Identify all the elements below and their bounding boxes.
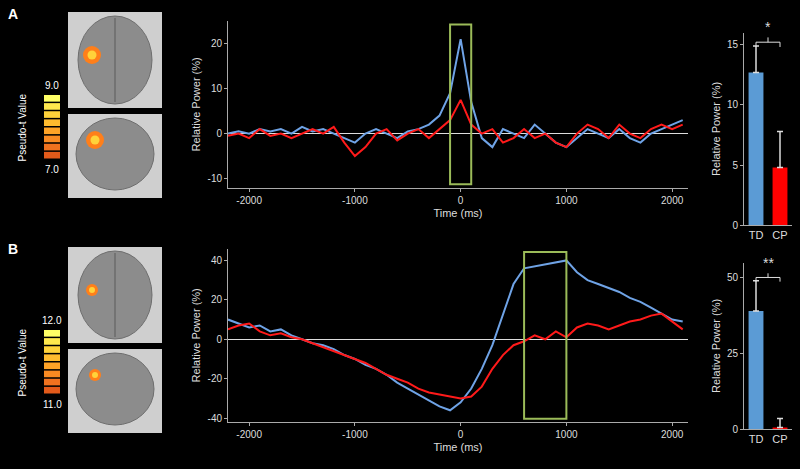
svg-text:TD: TD xyxy=(749,229,764,241)
svg-text:-10: -10 xyxy=(208,173,223,184)
svg-text:-1000: -1000 xyxy=(342,429,368,440)
svg-text:*: * xyxy=(765,19,771,35)
svg-text:-1000: -1000 xyxy=(342,195,368,206)
svg-text:40: 40 xyxy=(211,255,223,266)
svg-text:1000: 1000 xyxy=(555,429,578,440)
svg-text:A: A xyxy=(8,6,18,22)
svg-text:1000: 1000 xyxy=(555,195,578,206)
svg-text:0: 0 xyxy=(458,195,464,206)
svg-text:0: 0 xyxy=(216,128,222,139)
svg-text:0: 0 xyxy=(732,220,738,231)
svg-text:-20: -20 xyxy=(208,373,223,384)
svg-text:CP: CP xyxy=(772,433,787,445)
svg-text:20: 20 xyxy=(211,38,223,49)
svg-text:50: 50 xyxy=(727,272,739,283)
svg-text:11.0: 11.0 xyxy=(43,399,62,410)
svg-text:Relative Power (%): Relative Power (%) xyxy=(190,288,202,382)
svg-text:2000: 2000 xyxy=(661,429,684,440)
svg-text:9.0: 9.0 xyxy=(45,80,59,91)
svg-text:15: 15 xyxy=(727,39,739,50)
svg-text:20: 20 xyxy=(211,294,223,305)
svg-text:10: 10 xyxy=(727,99,739,110)
svg-text:**: ** xyxy=(763,255,774,271)
svg-text:5: 5 xyxy=(732,160,738,171)
svg-text:Time (ms): Time (ms) xyxy=(433,207,482,219)
svg-text:0: 0 xyxy=(458,429,464,440)
svg-text:Time (ms): Time (ms) xyxy=(433,441,482,453)
svg-text:Pseudo-t Value: Pseudo-t Value xyxy=(17,93,28,161)
svg-text:Relative Power (%): Relative Power (%) xyxy=(710,299,722,393)
svg-text:-2000: -2000 xyxy=(236,429,262,440)
svg-text:10: 10 xyxy=(211,83,223,94)
svg-text:7.0: 7.0 xyxy=(45,164,59,175)
svg-text:Relative Power (%): Relative Power (%) xyxy=(190,57,202,151)
svg-text:2000: 2000 xyxy=(661,195,684,206)
svg-text:-40: -40 xyxy=(208,413,223,424)
svg-text:TD: TD xyxy=(749,433,764,445)
svg-text:Relative Power (%): Relative Power (%) xyxy=(710,82,722,176)
svg-text:-2000: -2000 xyxy=(236,195,262,206)
svg-text:12.0: 12.0 xyxy=(42,315,62,326)
svg-text:25: 25 xyxy=(727,348,739,359)
svg-text:0: 0 xyxy=(732,424,738,435)
svg-text:0: 0 xyxy=(216,334,222,345)
svg-text:Pseudo-t Value: Pseudo-t Value xyxy=(17,328,28,396)
svg-text:CP: CP xyxy=(772,229,787,241)
svg-text:B: B xyxy=(8,241,18,257)
